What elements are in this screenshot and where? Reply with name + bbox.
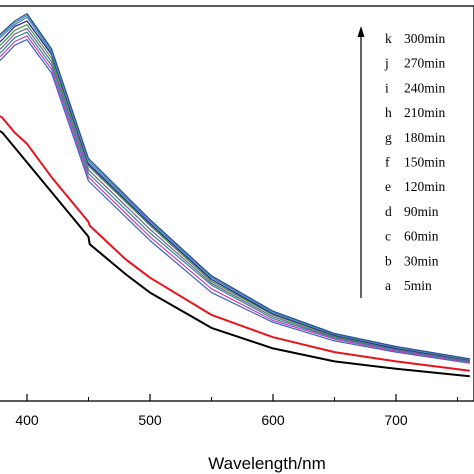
series-line-i bbox=[0, 16, 470, 361]
series-line-g bbox=[0, 24, 470, 361]
series-line-a bbox=[0, 129, 470, 378]
x-tick-label: 500 bbox=[138, 412, 162, 428]
x-axis: 400 500 600 700 bbox=[15, 394, 458, 428]
series-line-b bbox=[0, 115, 470, 372]
legend-letter: k bbox=[385, 31, 392, 46]
legend-letter: a bbox=[385, 278, 391, 293]
legend-label: 5min bbox=[404, 278, 432, 293]
legend-letter: c bbox=[385, 229, 391, 244]
series-line-f bbox=[0, 27, 470, 362]
legend-letter: e bbox=[385, 179, 391, 194]
legend-label: 150min bbox=[404, 155, 446, 170]
x-tick-label: 600 bbox=[261, 412, 285, 428]
legend-label: 210min bbox=[404, 105, 446, 120]
legend-label: 300min bbox=[404, 31, 446, 46]
legend-label: 30min bbox=[404, 253, 439, 268]
series-layer bbox=[0, 13, 470, 378]
legend-letter: f bbox=[385, 155, 390, 170]
plot-area-frame bbox=[0, 5, 474, 402]
series-line-k bbox=[0, 13, 470, 360]
series-line-e bbox=[0, 31, 470, 363]
series-line-h bbox=[0, 20, 470, 361]
legend-arrow-up-icon bbox=[357, 26, 365, 37]
legend-letter: i bbox=[385, 80, 389, 95]
legend-label: 60min bbox=[404, 229, 439, 244]
x-axis-label: Wavelength/nm bbox=[208, 454, 325, 473]
legend-label: 240min bbox=[404, 80, 446, 95]
legend-letter: d bbox=[385, 204, 392, 219]
legend-label: 120min bbox=[404, 179, 446, 194]
legend-letter: j bbox=[384, 56, 389, 71]
x-tick-label: 400 bbox=[15, 412, 39, 428]
legend-letter: h bbox=[385, 105, 392, 120]
legend-letter: b bbox=[385, 253, 392, 268]
x-tick-label: 700 bbox=[384, 412, 408, 428]
legend-label: 180min bbox=[404, 130, 446, 145]
series-line-c bbox=[0, 38, 470, 364]
legend-label: 90min bbox=[404, 204, 439, 219]
legend-letter: g bbox=[385, 130, 392, 145]
legend-label: 270min bbox=[404, 56, 446, 71]
series-line-d bbox=[0, 35, 470, 364]
legend: k 300min j 270min i 240min h 210min g 180min f 150m… bbox=[357, 26, 446, 298]
series-line-j bbox=[0, 14, 470, 360]
